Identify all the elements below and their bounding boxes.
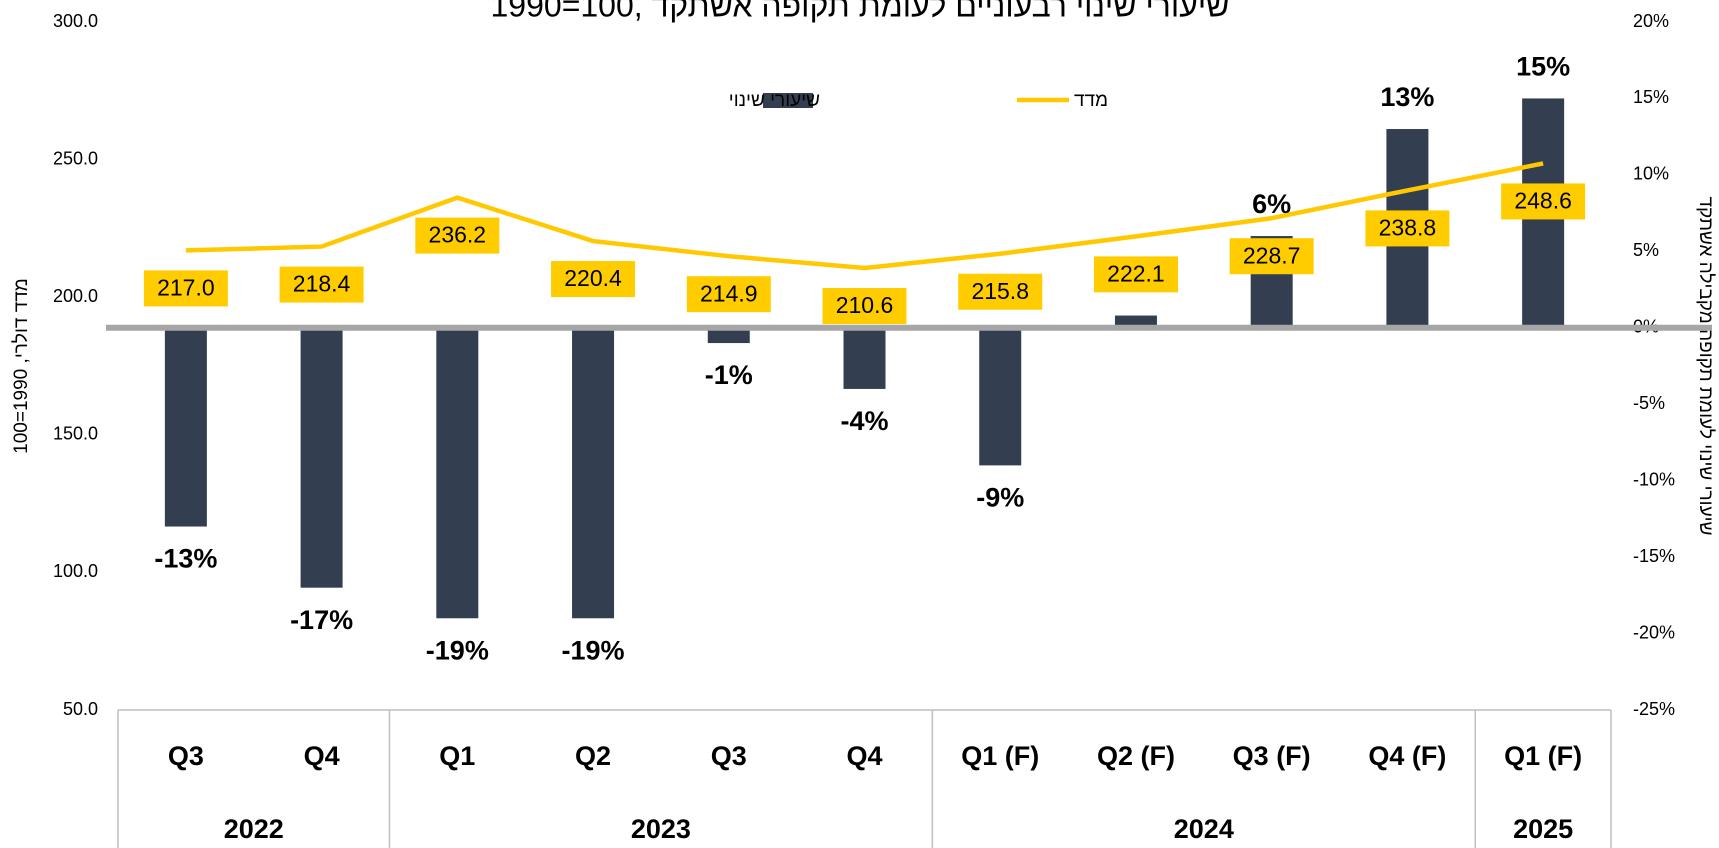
y2-tick-label: -10% <box>1633 469 1675 489</box>
year-label: 2022 <box>224 814 284 844</box>
year-label: 2024 <box>1174 814 1234 844</box>
bar-data-label: -9% <box>976 483 1024 513</box>
line-data-label: 214.9 <box>700 280 758 306</box>
y-tick-label: 200.0 <box>53 286 98 306</box>
bar-data-label: 15% <box>1516 52 1570 82</box>
bar <box>300 327 343 588</box>
y-axis-title: מדד דולרי, 1990=100 <box>11 278 32 454</box>
y2-tick-label: 10% <box>1633 164 1669 184</box>
line-data-label: 228.7 <box>1243 242 1301 268</box>
chart-title: 1990=100, שיעורי שינוי רבעוניים לעומת תק… <box>491 0 1230 23</box>
x-tick-label: Q3 <box>168 741 204 771</box>
y-tick-label: 250.0 <box>53 148 98 168</box>
y2-tick-label: 5% <box>1633 240 1659 260</box>
line-data-label: 222.1 <box>1107 260 1165 286</box>
x-tick-label: Q4 (F) <box>1368 741 1446 771</box>
line-label-box <box>279 266 364 303</box>
y-tick-label: 300.0 <box>53 11 98 31</box>
bar-data-label: 13% <box>1380 82 1434 112</box>
line-label-box <box>551 261 636 298</box>
y-tick-label: 50.0 <box>63 699 98 719</box>
year-label: 2025 <box>1513 814 1573 844</box>
x-tick-label: Q2 <box>575 741 611 771</box>
y2-axis-title: שיעורי שינוי לעומת תקופה מקבילה אשתקד <box>1695 197 1716 536</box>
x-tick-label: Q1 (F) <box>1504 741 1582 771</box>
x-tick-label: Q3 (F) <box>1233 741 1311 771</box>
y2-tick-label: -15% <box>1633 546 1675 566</box>
line-label-box <box>143 270 228 307</box>
y-tick-label: 150.0 <box>53 424 98 444</box>
bar-data-label: -19% <box>426 635 489 665</box>
line-data-label: 210.6 <box>836 292 894 318</box>
y2-tick-label: -25% <box>1633 699 1675 719</box>
legend-label: מדד <box>1074 90 1108 111</box>
line-label-box <box>415 217 500 254</box>
y2-tick-label: 20% <box>1633 11 1669 31</box>
bar <box>1114 315 1157 328</box>
y2-tick-label: -5% <box>1633 393 1665 413</box>
bar-data-label: -4% <box>840 406 888 436</box>
legend-swatch <box>763 93 813 108</box>
line-label-box <box>1093 256 1178 293</box>
bar <box>164 327 207 527</box>
x-tick-label: Q1 <box>439 741 475 771</box>
y-tick-label: 100.0 <box>53 561 98 581</box>
bar-data-label: -17% <box>290 605 353 635</box>
year-label: 2023 <box>631 814 691 844</box>
bar <box>436 327 479 619</box>
bar <box>979 327 1022 466</box>
y2-tick-label: 15% <box>1633 87 1669 107</box>
line-label-box <box>1365 210 1450 247</box>
legend-label: שיעורי שינוי <box>729 90 820 111</box>
bar <box>843 327 886 389</box>
line-label-box <box>1229 238 1314 275</box>
line-data-label: 215.8 <box>971 278 1029 304</box>
bar-data-label: -13% <box>154 544 217 574</box>
line-label-box <box>686 276 771 313</box>
x-tick-label: Q4 <box>846 741 882 771</box>
bar-data-label: -1% <box>705 360 753 390</box>
y2-tick-label: -20% <box>1633 622 1675 642</box>
bar <box>572 327 615 619</box>
line-label-box <box>958 273 1043 310</box>
line <box>185 161 1544 271</box>
line-label-box <box>822 288 907 325</box>
bar <box>707 327 750 344</box>
x-tick-label: Q4 <box>304 741 340 771</box>
line-data-label: 248.6 <box>1514 188 1572 214</box>
x-tick-label: Q3 <box>711 741 747 771</box>
x-tick-label: Q1 (F) <box>961 741 1039 771</box>
line-data-label: 217.0 <box>157 274 215 300</box>
line-data-label: 236.2 <box>429 222 487 248</box>
line-data-label: 218.4 <box>293 271 351 297</box>
line-data-label: 220.4 <box>564 265 622 291</box>
line-data-label: 238.8 <box>1379 215 1437 241</box>
line-label-box <box>1501 183 1586 220</box>
bar-data-label: -19% <box>562 635 625 665</box>
x-tick-label: Q2 (F) <box>1097 741 1175 771</box>
